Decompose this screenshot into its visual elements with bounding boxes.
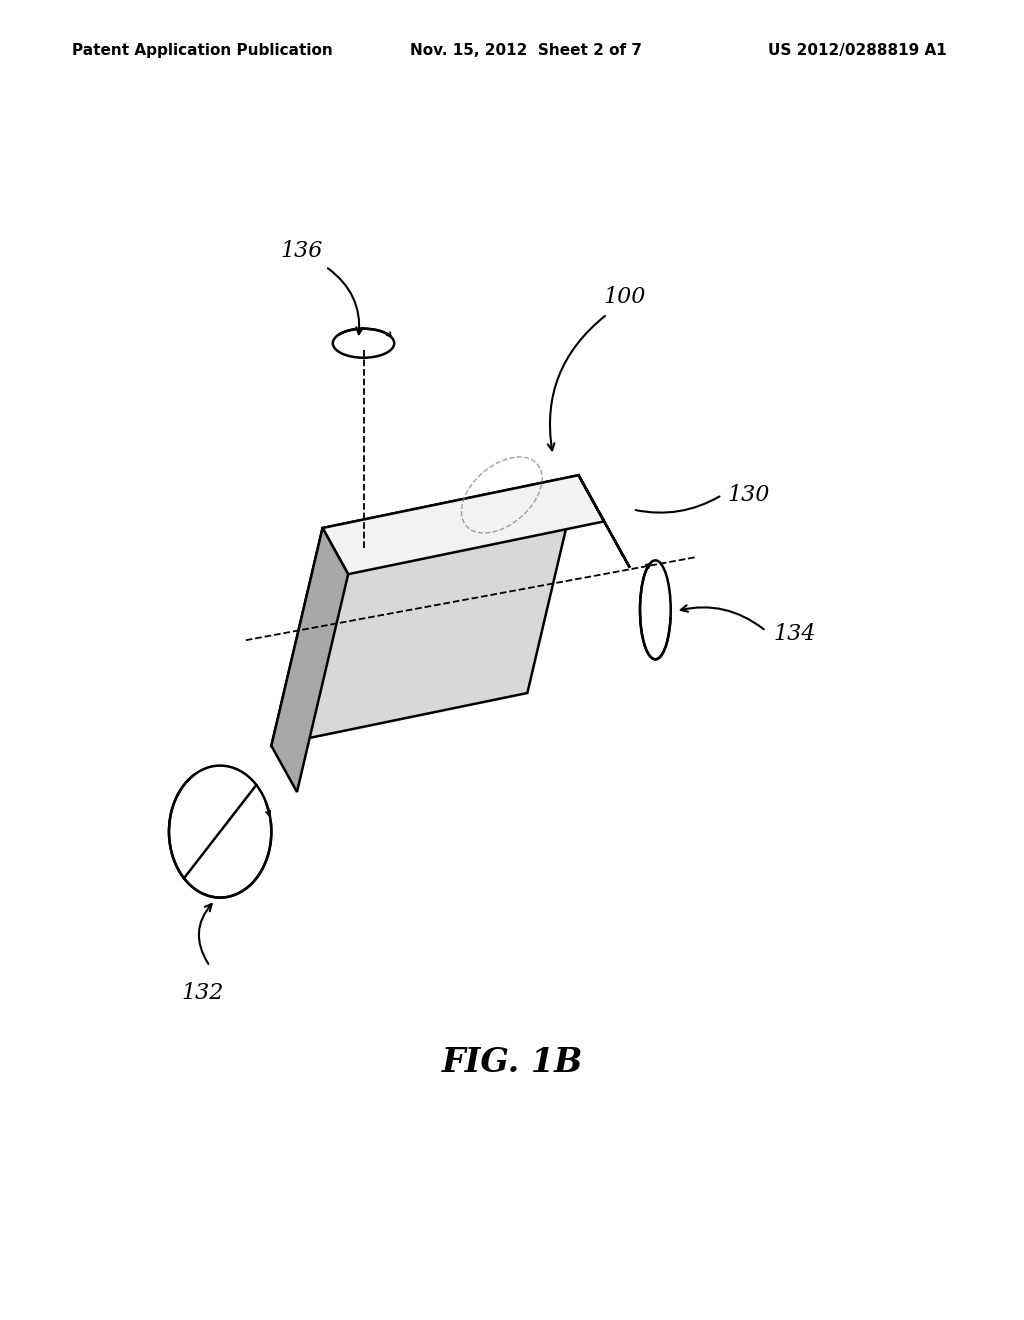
Text: 100: 100: [603, 286, 646, 308]
Text: 132: 132: [181, 982, 224, 1003]
Polygon shape: [323, 475, 604, 574]
Text: Nov. 15, 2012  Sheet 2 of 7: Nov. 15, 2012 Sheet 2 of 7: [410, 42, 642, 58]
Text: Patent Application Publication: Patent Application Publication: [72, 42, 333, 58]
Polygon shape: [579, 475, 630, 568]
Text: 136: 136: [281, 240, 324, 261]
Text: 134: 134: [773, 623, 815, 644]
Text: FIG. 1B: FIG. 1B: [441, 1045, 583, 1080]
Polygon shape: [271, 475, 579, 746]
Text: US 2012/0288819 A1: US 2012/0288819 A1: [768, 42, 947, 58]
Polygon shape: [271, 528, 348, 792]
Text: 130: 130: [727, 484, 769, 506]
